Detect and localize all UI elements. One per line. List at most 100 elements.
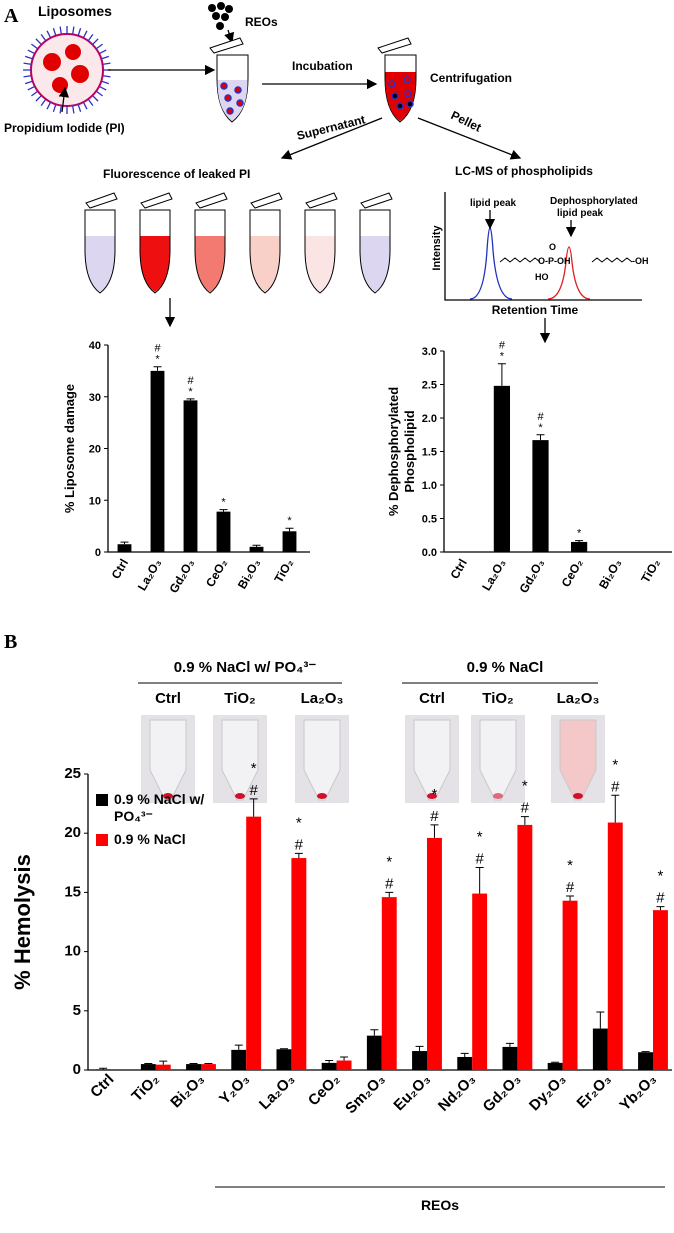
lipid <box>101 55 110 60</box>
photo-label: La₂O₃ <box>557 690 600 707</box>
bar <box>231 1049 247 1070</box>
label: HO <box>535 272 549 282</box>
label: Fluorescence of leaked PI <box>103 167 250 181</box>
bar <box>517 824 533 1070</box>
axis <box>107 345 310 553</box>
significance: * <box>500 351 505 363</box>
panel-label: A <box>4 5 19 27</box>
bar <box>95 1069 111 1070</box>
lipid <box>59 26 63 35</box>
y-tick-label: 30 <box>89 392 101 404</box>
pellet <box>235 793 245 799</box>
lipid <box>31 43 39 50</box>
error-bar <box>294 852 303 859</box>
lipid <box>82 30 88 39</box>
y-tick-label: 25 <box>64 765 81 782</box>
bar <box>117 544 132 552</box>
significance: # <box>385 875 394 892</box>
bar <box>321 1062 337 1070</box>
bar <box>186 1064 201 1070</box>
reo-particles <box>208 2 233 30</box>
photo-tube <box>559 719 597 801</box>
lipid <box>95 43 103 50</box>
lipid <box>46 30 52 39</box>
x-tick-label: Sm₂O₃ <box>342 1071 388 1117</box>
tube <box>194 209 226 294</box>
x-tick-label: CeO₂ <box>559 557 586 590</box>
lipid <box>87 98 94 106</box>
tube <box>304 209 336 294</box>
label: Pellet <box>449 108 484 135</box>
error-bar <box>551 1061 560 1063</box>
label: lipid peak <box>470 198 517 209</box>
significance: # <box>154 343 161 355</box>
x-tick-label: Er₂O₃ <box>574 1071 615 1112</box>
label: lipid peak <box>557 208 604 219</box>
error-bar <box>285 527 294 532</box>
significance: * <box>188 386 193 398</box>
lipid <box>101 80 110 85</box>
pellet <box>163 793 173 799</box>
error-bar <box>430 824 439 838</box>
legend: 0.9 % NaCl <box>114 831 186 847</box>
label: Centrifugation <box>430 71 512 85</box>
significance: # <box>475 851 484 868</box>
label: Incubation <box>292 59 353 73</box>
significance: * <box>155 354 160 366</box>
tube-liquid <box>85 236 115 292</box>
error-bar <box>279 1048 288 1050</box>
pellet <box>317 793 327 799</box>
photo-panel: 0.9 % NaCl w/ PO₄³⁻ Ctrl TiO₂ La₂O₃ 0.9 % Na… <box>138 659 605 803</box>
x-tick-label: TiO₂ <box>271 557 296 586</box>
bar <box>532 440 549 552</box>
x-tick-label: Bi₂O₃ <box>167 1071 208 1112</box>
error-bar <box>144 1062 153 1065</box>
x-tick-label: Nd₂O₃ <box>435 1071 479 1115</box>
photo-tube <box>149 719 187 801</box>
bar <box>291 858 307 1070</box>
lipid <box>77 27 82 36</box>
tube-liquid <box>360 236 390 292</box>
bar <box>412 1051 427 1070</box>
bar <box>607 822 623 1070</box>
lipid <box>71 26 75 35</box>
significance: # <box>295 836 304 853</box>
significance: * <box>477 829 483 846</box>
x-tick-label: Eu₂O₃ <box>390 1071 433 1114</box>
error-bar <box>99 1067 108 1070</box>
lipid <box>71 105 75 114</box>
bar <box>155 1064 171 1070</box>
axis-label: Retention Time <box>492 303 579 317</box>
lipid <box>95 90 103 97</box>
pellet <box>427 793 437 799</box>
y-tick-label: 0.0 <box>422 547 437 559</box>
x-tick-label: TiO₂ <box>128 1071 162 1105</box>
significance: # <box>499 340 506 352</box>
error-bar <box>385 891 394 898</box>
error-bar <box>566 895 575 901</box>
significance: # <box>611 778 620 795</box>
significance: # <box>187 375 194 387</box>
tube-liquid <box>195 236 225 292</box>
photo-tube <box>479 719 517 801</box>
bar <box>638 1052 653 1070</box>
error-bar <box>497 363 506 386</box>
lipid <box>40 34 47 42</box>
label: REOs <box>245 15 278 29</box>
bar <box>547 1062 563 1070</box>
bar <box>457 1056 473 1070</box>
liposome <box>23 26 111 114</box>
error-bar <box>153 366 162 371</box>
significance: * <box>386 853 392 870</box>
lipid <box>102 62 111 66</box>
error-bar <box>536 434 545 441</box>
lipid <box>59 105 63 114</box>
significance: * <box>522 778 528 795</box>
y-tick-label: 0 <box>73 1061 81 1078</box>
bar <box>366 1035 382 1070</box>
tube <box>249 209 281 294</box>
y-tick-label: 0.5 <box>422 514 437 526</box>
tube <box>139 209 171 294</box>
lipid <box>31 90 39 97</box>
significance: * <box>221 497 226 509</box>
